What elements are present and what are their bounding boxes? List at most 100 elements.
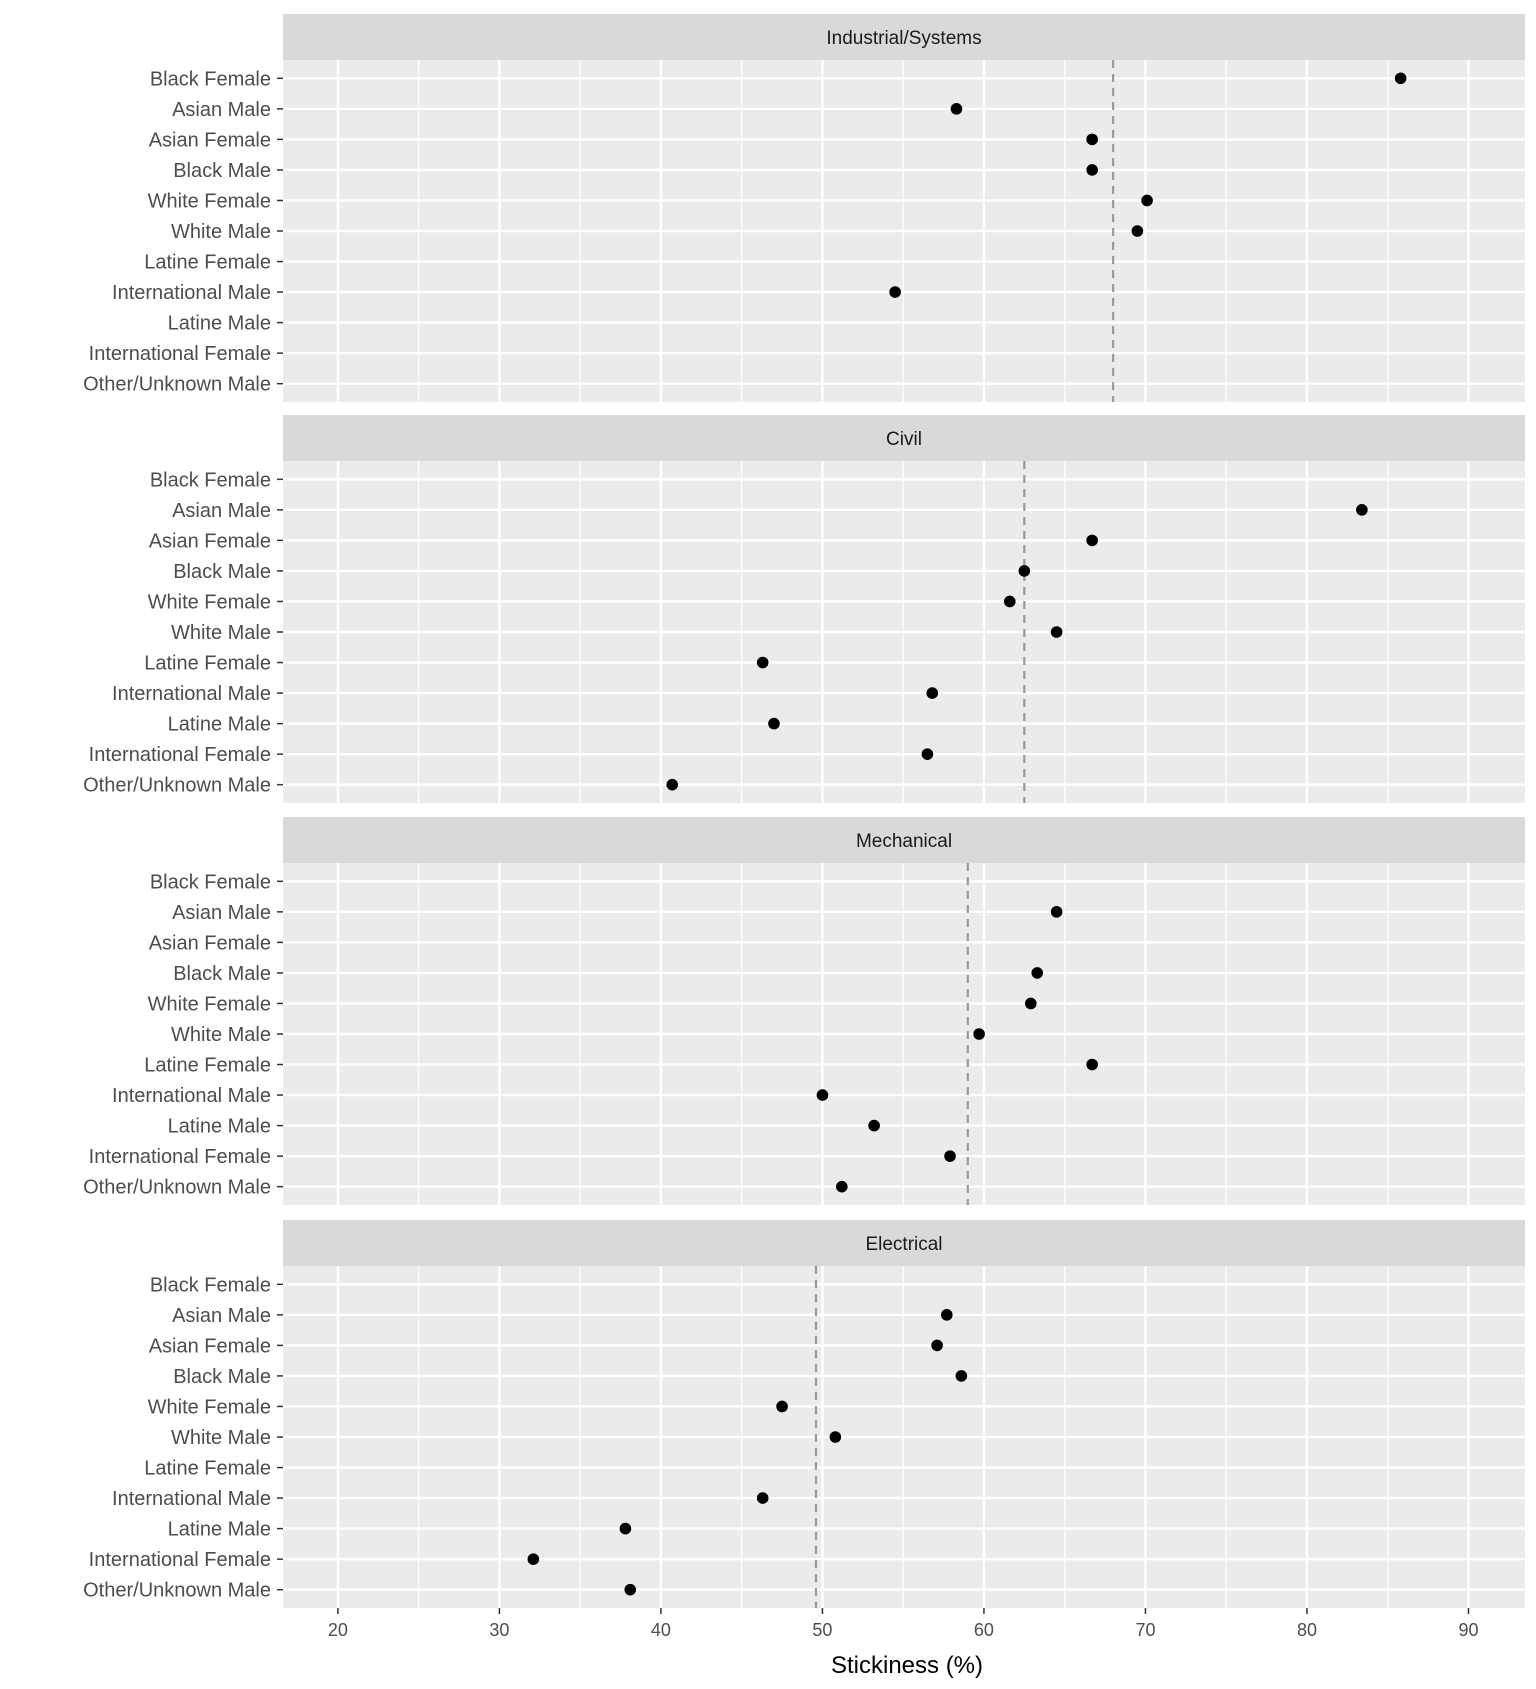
y-tick-label: White Female	[148, 190, 271, 212]
y-tick-label: Latine Female	[144, 252, 271, 274]
facet-strip-label: Industrial/Systems	[826, 28, 981, 49]
x-tick-label: 80	[1297, 1620, 1317, 1640]
data-point	[756, 656, 769, 669]
x-tick-label: 60	[974, 1620, 994, 1640]
data-point	[1024, 997, 1037, 1010]
facet-panel-0: Industrial/Systems Black Female Asian Male…	[83, 14, 1525, 402]
data-point	[1086, 164, 1098, 176]
y-tick-label: Black Female	[150, 1274, 271, 1296]
data-point	[666, 778, 679, 791]
data-point	[1356, 504, 1368, 516]
x-tick-label: 50	[812, 1620, 832, 1640]
y-tick-label: Other/Unknown Male	[83, 374, 271, 396]
data-point	[926, 687, 939, 699]
x-tick-label: 70	[1135, 1620, 1155, 1640]
facet-panel-3: Electrical Black Female Asian Male Asian Fe…	[83, 1220, 1525, 1640]
data-point	[944, 1150, 956, 1162]
data-point	[973, 1028, 985, 1040]
y-tick-label: Latine Male	[168, 1519, 271, 1541]
facet-strip-label: Electrical	[865, 1234, 942, 1255]
y-tick-label: Black Male	[173, 963, 271, 985]
y-tick-label: Asian Male	[172, 99, 271, 121]
y-tick-label: Asian Male	[172, 1305, 271, 1327]
data-point	[756, 1492, 769, 1504]
x-tick-label: 30	[489, 1620, 509, 1640]
facet-panel-1: Civil Black Female Asian Male Asian Female B…	[83, 415, 1525, 803]
y-tick-label: Latine Female	[144, 1458, 271, 1480]
y-tick-label: Asian Female	[149, 129, 271, 151]
y-tick-label: International Female	[89, 1146, 271, 1168]
y-tick-label: Asian Female	[149, 530, 271, 552]
y-tick-label: White Female	[148, 1396, 271, 1418]
data-point	[868, 1119, 880, 1132]
y-tick-label: International Male	[112, 683, 271, 705]
y-tick-label: Asian Female	[149, 1335, 271, 1357]
data-point	[1086, 534, 1098, 547]
data-point	[1031, 967, 1044, 979]
y-tick-label: International Male	[112, 1488, 271, 1510]
facet-strip	[283, 415, 1525, 461]
data-point	[1141, 194, 1153, 207]
y-tick-label: Black Male	[173, 1366, 271, 1388]
data-point	[1394, 72, 1407, 85]
facet-strip	[283, 817, 1525, 863]
data-point	[1003, 595, 1016, 608]
data-point	[1086, 133, 1098, 146]
data-point	[1018, 565, 1031, 577]
y-tick-label: White Female	[148, 591, 271, 613]
data-point	[950, 103, 963, 115]
x-tick-label: 20	[328, 1620, 348, 1640]
facet-strip	[283, 14, 1525, 60]
y-tick-label: International Female	[89, 343, 271, 365]
y-tick-label: Latine Male	[168, 714, 271, 736]
data-point	[829, 1431, 842, 1443]
facet-strip-label: Mechanical	[856, 831, 952, 852]
x-tick-label: 40	[651, 1620, 671, 1640]
y-tick-label: Black Female	[150, 871, 271, 893]
data-point	[931, 1339, 943, 1352]
data-point	[889, 286, 901, 298]
y-tick-label: Other/Unknown Male	[83, 1580, 271, 1602]
y-tick-label: Black Female	[150, 68, 271, 90]
facet-panel-2: Mechanical Black Female Asian Male Asian Fe…	[83, 817, 1525, 1205]
data-point	[836, 1180, 848, 1193]
y-tick-label: International Female	[89, 744, 271, 766]
y-tick-label: International Male	[112, 1085, 271, 1107]
y-tick-label: International Male	[112, 282, 271, 304]
y-tick-label: Asian Female	[149, 932, 271, 954]
y-tick-label: International Female	[89, 1549, 271, 1571]
y-tick-label: White Male	[171, 1024, 271, 1046]
y-tick-label: White Male	[171, 221, 271, 243]
data-point	[816, 1089, 829, 1101]
data-point	[776, 1400, 788, 1413]
facet-strip-label: Civil	[886, 429, 922, 450]
y-tick-label: Latine Male	[168, 1116, 271, 1138]
y-tick-label: Other/Unknown Male	[83, 1177, 271, 1199]
y-tick-label: Other/Unknown Male	[83, 775, 271, 797]
data-point	[940, 1309, 953, 1321]
data-point	[1050, 906, 1063, 918]
facet-strip	[283, 1220, 1525, 1266]
y-tick-label: Latine Female	[144, 1055, 271, 1077]
data-point	[624, 1583, 637, 1596]
y-tick-label: Asian Male	[172, 902, 271, 924]
y-tick-label: White Female	[148, 993, 271, 1015]
data-point	[768, 717, 780, 730]
y-tick-label: White Male	[171, 622, 271, 644]
x-axis-title: Stickiness (%)	[831, 1652, 983, 1679]
y-tick-label: Latine Male	[168, 313, 271, 335]
y-tick-label: Latine Female	[144, 653, 271, 675]
data-point	[1086, 1058, 1098, 1071]
y-tick-label: White Male	[171, 1427, 271, 1449]
data-point	[527, 1553, 540, 1565]
data-point	[619, 1522, 632, 1535]
x-tick-label: 90	[1458, 1620, 1478, 1640]
data-point	[1050, 626, 1063, 638]
y-tick-label: Black Male	[173, 561, 271, 583]
y-tick-label: Black Male	[173, 160, 271, 182]
data-point	[955, 1370, 968, 1382]
data-point	[921, 748, 934, 760]
y-tick-label: Asian Male	[172, 500, 271, 522]
y-tick-label: Black Female	[150, 469, 271, 491]
